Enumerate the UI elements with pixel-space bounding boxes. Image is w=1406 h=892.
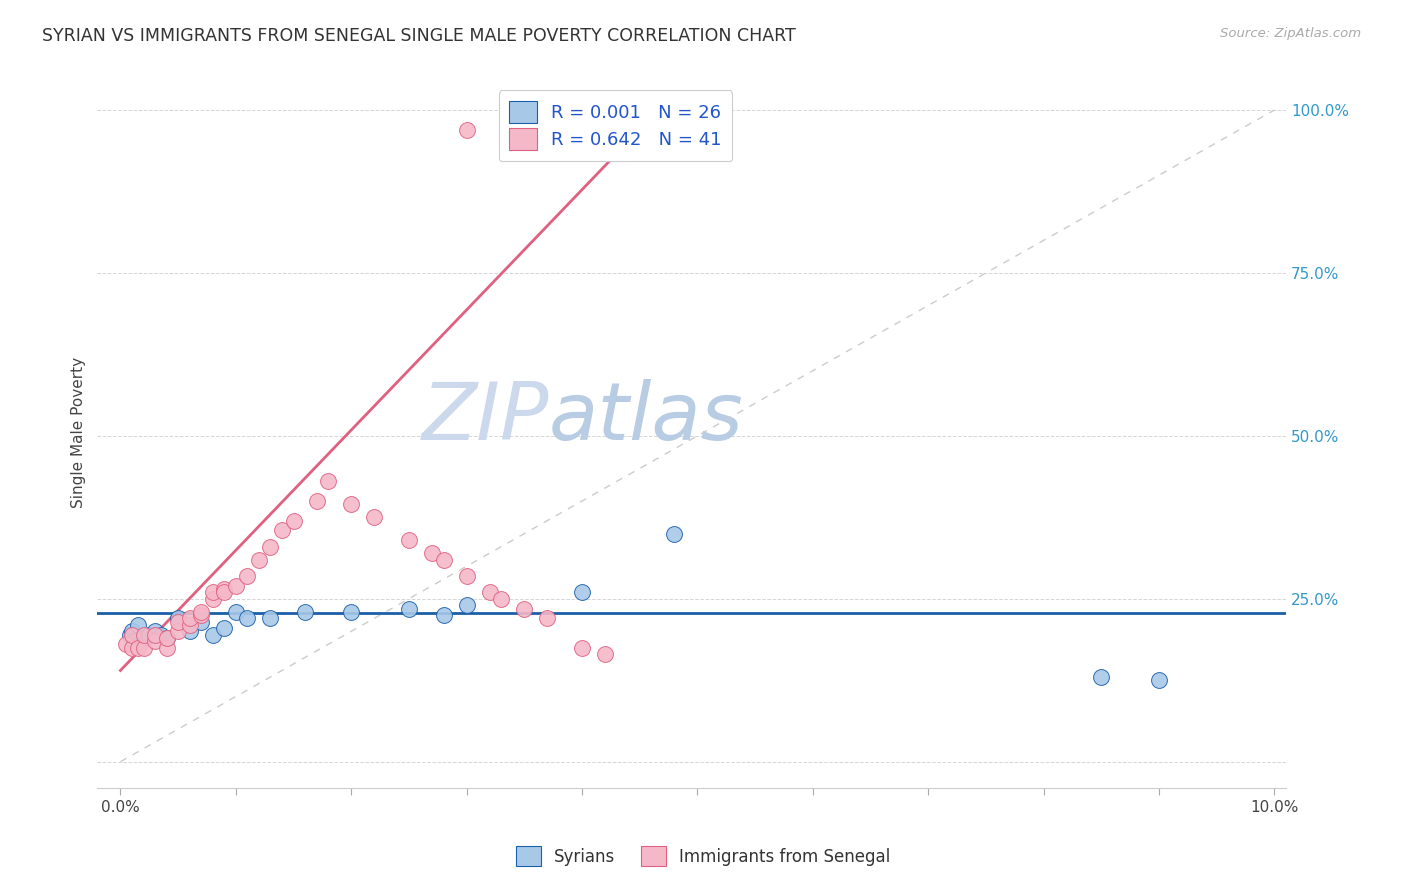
- Point: [121, 624, 143, 639]
- Y-axis label: Single Male Poverty: Single Male Poverty: [72, 357, 86, 508]
- Point: [363, 510, 385, 524]
- Text: SYRIAN VS IMMIGRANTS FROM SENEGAL SINGLE MALE POVERTY CORRELATION CHART: SYRIAN VS IMMIGRANTS FROM SENEGAL SINGLE…: [42, 27, 796, 45]
- Point: [478, 585, 501, 599]
- Point: [179, 611, 201, 625]
- Point: [155, 631, 177, 645]
- Point: [190, 608, 212, 623]
- Point: [132, 627, 155, 641]
- Point: [190, 615, 212, 629]
- Point: [236, 611, 259, 625]
- Point: [132, 640, 155, 655]
- Point: [214, 582, 236, 596]
- Point: [214, 585, 236, 599]
- Point: [456, 569, 478, 583]
- Point: [294, 605, 316, 619]
- Point: [155, 640, 177, 655]
- Point: [432, 552, 454, 566]
- Point: [305, 494, 328, 508]
- Point: [340, 605, 363, 619]
- Point: [214, 621, 236, 635]
- Point: [398, 533, 420, 548]
- Point: [225, 605, 247, 619]
- Point: [201, 585, 224, 599]
- Point: [456, 122, 478, 136]
- Point: [115, 637, 138, 651]
- Point: [225, 579, 247, 593]
- Point: [571, 640, 593, 655]
- Point: [149, 627, 172, 641]
- Point: [1147, 673, 1170, 688]
- Point: [536, 611, 558, 625]
- Point: [132, 631, 155, 645]
- Point: [127, 617, 149, 632]
- Point: [167, 615, 190, 629]
- Point: [201, 591, 224, 606]
- Point: [167, 624, 190, 639]
- Point: [179, 617, 201, 632]
- Point: [167, 611, 190, 625]
- Point: [432, 608, 454, 623]
- Point: [664, 526, 686, 541]
- Point: [143, 627, 166, 641]
- Text: atlas: atlas: [548, 379, 744, 458]
- Text: Source: ZipAtlas.com: Source: ZipAtlas.com: [1220, 27, 1361, 40]
- Point: [179, 624, 201, 639]
- Point: [124, 634, 146, 648]
- Point: [143, 634, 166, 648]
- Point: [513, 601, 536, 615]
- Point: [190, 605, 212, 619]
- Point: [127, 640, 149, 655]
- Point: [398, 601, 420, 615]
- Point: [259, 611, 281, 625]
- Point: [456, 599, 478, 613]
- Point: [340, 497, 363, 511]
- Point: [247, 552, 270, 566]
- Point: [201, 627, 224, 641]
- Point: [121, 640, 143, 655]
- Point: [271, 524, 294, 538]
- Point: [236, 569, 259, 583]
- Point: [571, 585, 593, 599]
- Point: [316, 475, 339, 489]
- Point: [138, 627, 160, 641]
- Point: [155, 631, 177, 645]
- Point: [420, 546, 443, 560]
- Point: [143, 624, 166, 639]
- Legend: R = 0.001   N = 26, R = 0.642   N = 41: R = 0.001 N = 26, R = 0.642 N = 41: [499, 90, 733, 161]
- Point: [259, 540, 281, 554]
- Point: [593, 647, 616, 661]
- Point: [283, 514, 305, 528]
- Point: [118, 627, 141, 641]
- Point: [121, 627, 143, 641]
- Text: ZIP: ZIP: [422, 379, 548, 458]
- Point: [1090, 670, 1112, 684]
- Legend: Syrians, Immigrants from Senegal: Syrians, Immigrants from Senegal: [509, 839, 897, 873]
- Point: [491, 591, 513, 606]
